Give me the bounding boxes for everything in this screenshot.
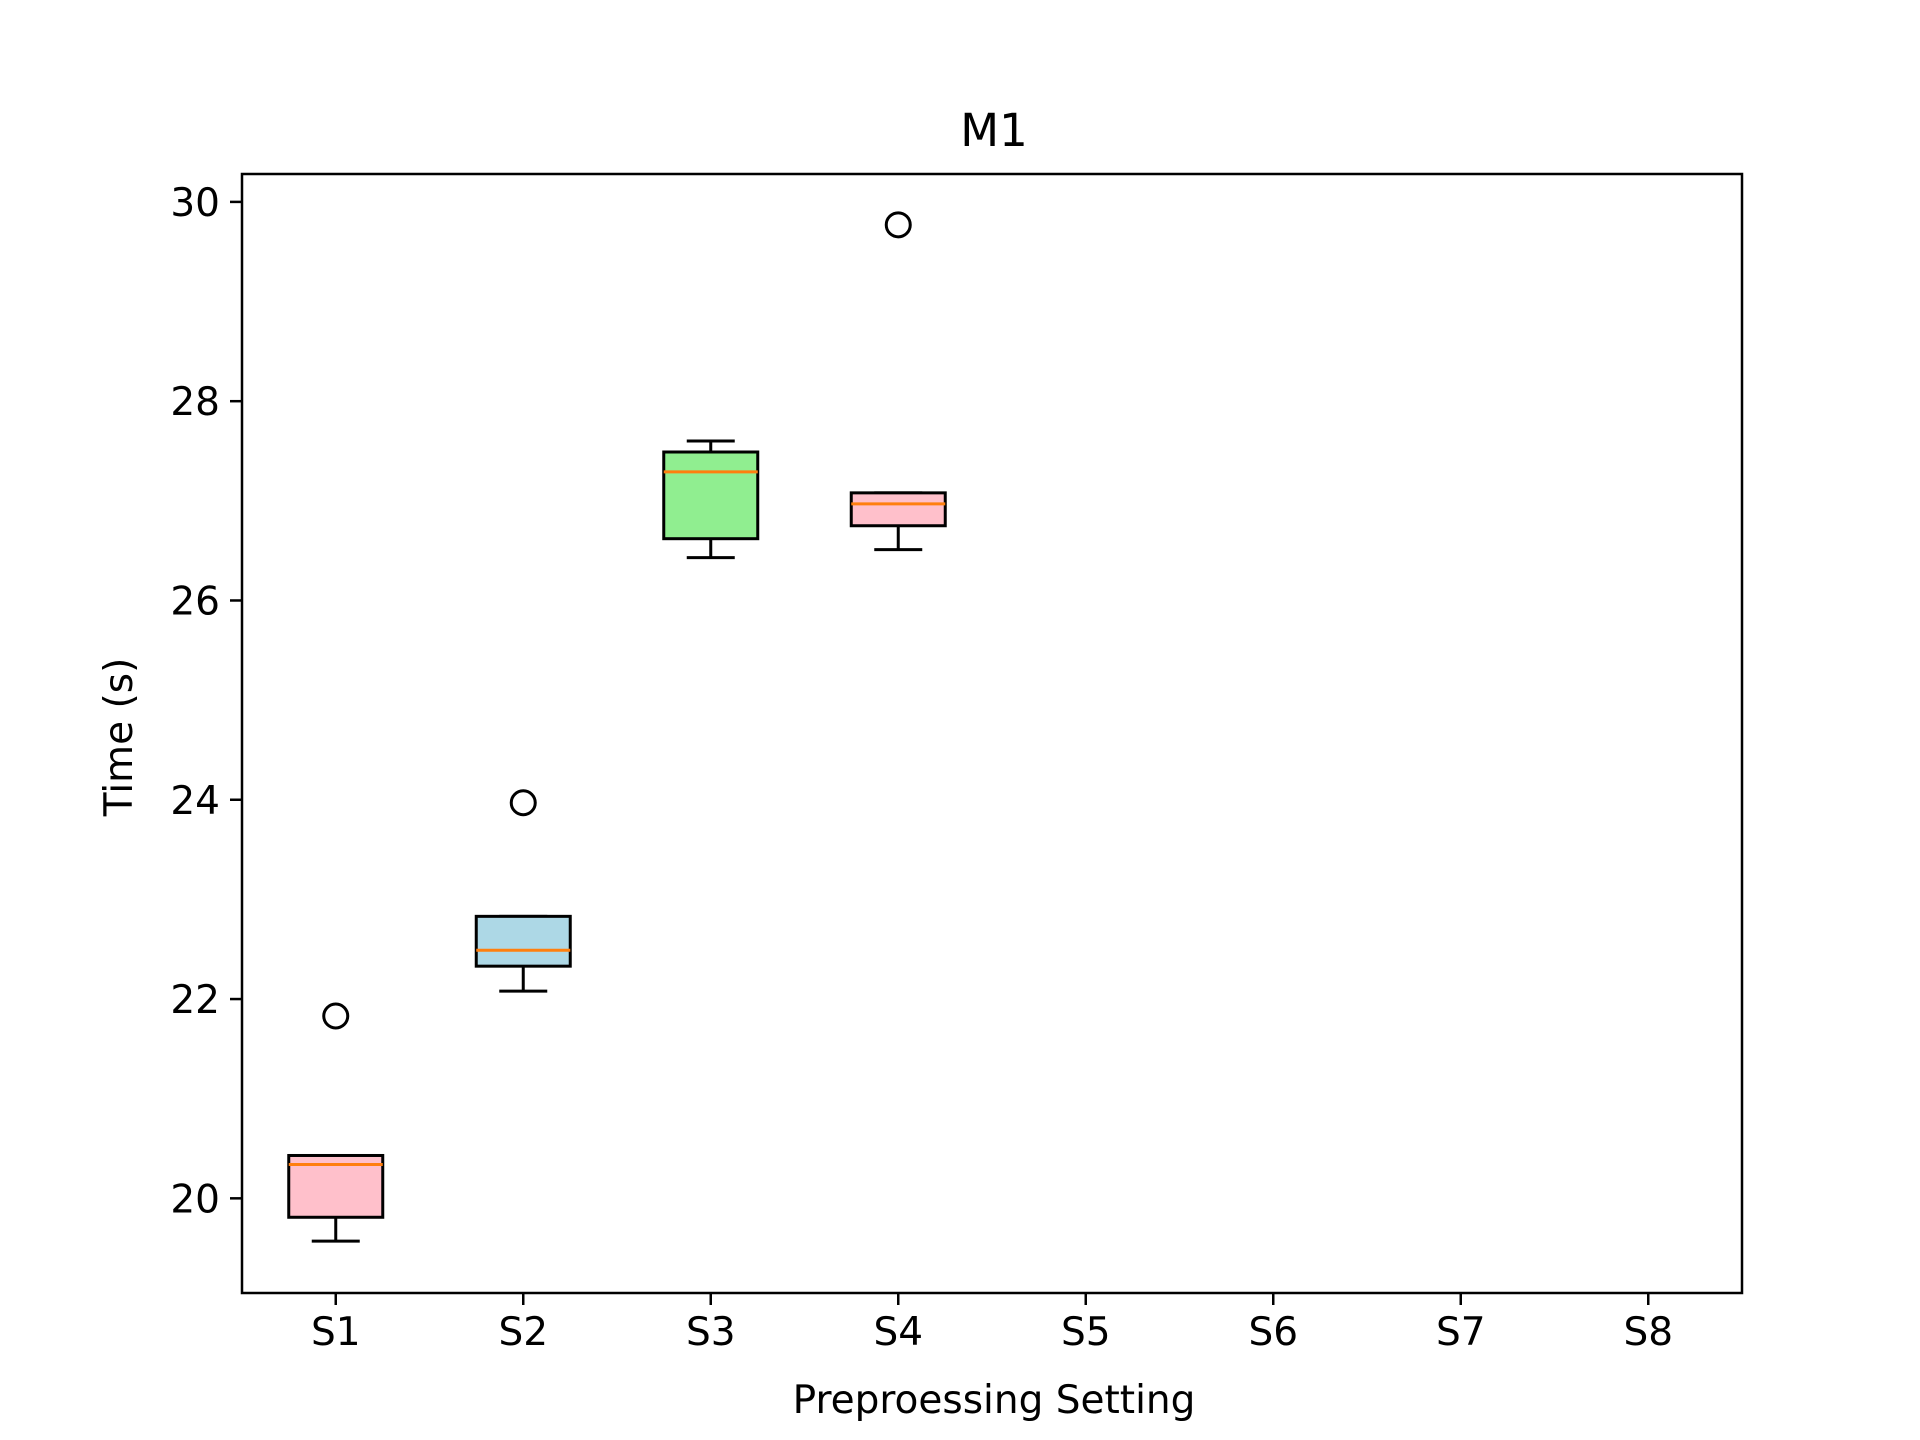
- y-axis-label: Time (s): [97, 658, 142, 818]
- box-s2: [474, 914, 572, 968]
- y-tick-label-20: 20: [170, 1177, 220, 1222]
- plot-frame: [240, 172, 1744, 1295]
- y-tick-label-22: 22: [170, 978, 220, 1023]
- x-tick-label-s6: S6: [1248, 1310, 1298, 1355]
- box-s3: [662, 450, 760, 541]
- x-tick-label-s5: S5: [1061, 1310, 1111, 1355]
- x-axis-label: Preproessing Setting: [793, 1378, 1196, 1423]
- y-tick-label-26: 26: [170, 579, 220, 624]
- y-tick-label-30: 30: [170, 181, 220, 226]
- chart-title: M1: [960, 104, 1027, 157]
- x-tick-label-s1: S1: [311, 1310, 361, 1355]
- outlier-point-s1-0: [322, 1002, 350, 1030]
- outlier-point-s2-0: [509, 789, 537, 817]
- x-tick-label-s8: S8: [1623, 1310, 1673, 1355]
- outlier-point-s4-0: [884, 211, 912, 239]
- plot-area: 20 22 24 26 28 30 S1 S2 S3 S4 S5 S6 S7 S8: [170, 172, 1744, 1355]
- x-tick-label-s2: S2: [498, 1310, 548, 1355]
- box-s4: [849, 491, 947, 528]
- x-tick-label-s3: S3: [686, 1310, 736, 1355]
- x-tick-label-s7: S7: [1436, 1310, 1486, 1355]
- y-tick-label-28: 28: [170, 380, 220, 425]
- y-tick-label-24: 24: [170, 779, 220, 824]
- x-tick-label-s4: S4: [873, 1310, 923, 1355]
